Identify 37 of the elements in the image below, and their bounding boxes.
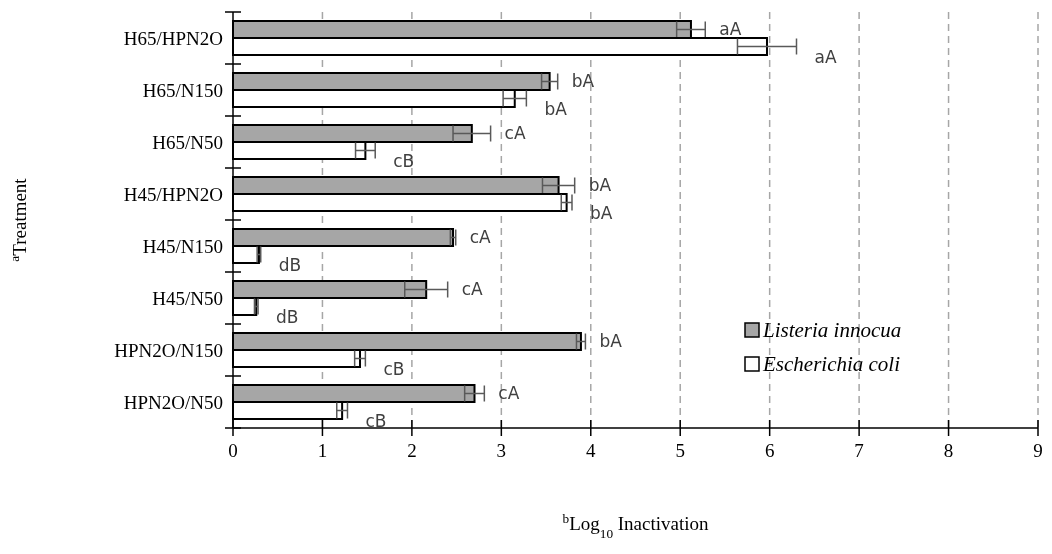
y-tick-label: H45/N50 — [152, 287, 223, 309]
data-label: cA — [461, 279, 484, 300]
y-tick-label: H65/N150 — [142, 79, 223, 101]
data-label: aA — [814, 47, 837, 68]
data-label: bA — [588, 175, 612, 196]
data-label: aA — [719, 19, 742, 40]
x-tick-label: 9 — [1033, 440, 1043, 461]
x-tick-label: 5 — [675, 440, 685, 461]
x-tick-label: 0 — [228, 440, 238, 461]
y-tick-label: H65/N50 — [152, 131, 223, 153]
data-label: cB — [365, 411, 387, 432]
x-tick-label: 7 — [854, 440, 864, 461]
x-tick-label: 1 — [317, 440, 328, 461]
x-tick-label: 3 — [496, 440, 507, 461]
x-tick-label: 4 — [586, 440, 597, 461]
x-tick-label: 2 — [407, 440, 417, 461]
legend-label: Escherichia coli — [762, 352, 901, 377]
data-label: bA — [544, 99, 568, 120]
y-tick-label: H45/HPN2O — [123, 183, 223, 205]
x-axis-title: $^{b}$Log$_{10}$ Inactivation — [562, 510, 710, 541]
data-label: cB — [393, 151, 415, 172]
y-tick-label: HPN2O/N50 — [123, 391, 223, 413]
data-label: dB — [278, 255, 302, 276]
y-tick-label: H65/HPN2O — [123, 27, 223, 49]
data-label: bA — [589, 203, 613, 224]
data-label: cA — [498, 383, 520, 404]
legend-label: Listeria innocua — [762, 318, 902, 343]
data-label: cA — [469, 227, 492, 248]
y-tick-label: H45/N150 — [142, 235, 223, 257]
data-label: cA — [504, 123, 526, 144]
x-tick-label: 6 — [764, 440, 775, 461]
data-label: bA — [571, 71, 595, 92]
data-label: dB — [276, 307, 299, 328]
y-tick-label: HPN2O/N150 — [114, 339, 223, 361]
data-label: cB — [383, 359, 405, 380]
data-label: bA — [599, 331, 623, 352]
x-tick-label: 8 — [943, 440, 954, 461]
